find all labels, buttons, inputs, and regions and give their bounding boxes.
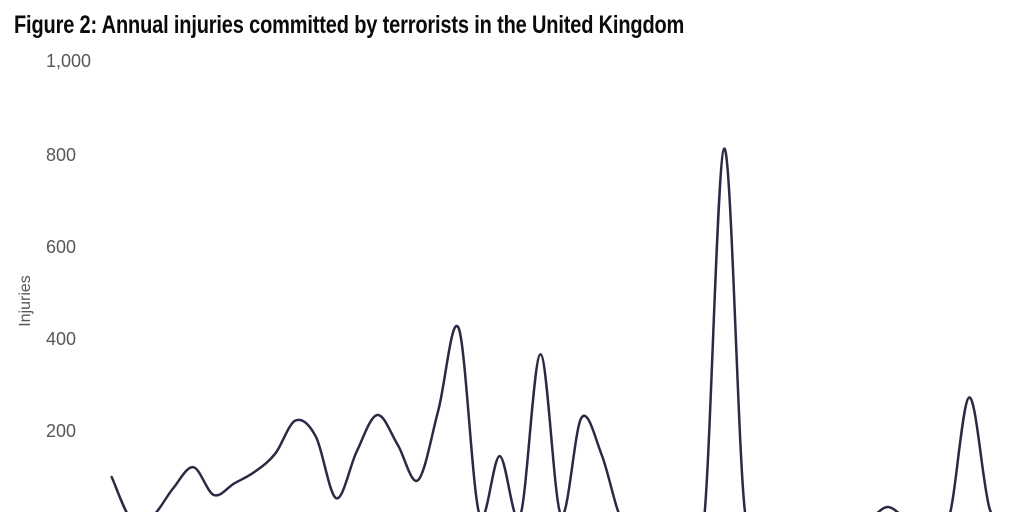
y-tick-label-1000: 1,000 (46, 51, 92, 71)
y-tick-label-200: 200 (46, 421, 77, 441)
injuries-line-series (110, 147, 993, 512)
y-tick-label-800: 800 (46, 145, 77, 165)
y-tick-label-400: 400 (46, 329, 77, 349)
chart-title: Figure 2: Annual injuries committed by t… (14, 11, 685, 39)
y-tick-label-600: 600 (46, 237, 77, 257)
